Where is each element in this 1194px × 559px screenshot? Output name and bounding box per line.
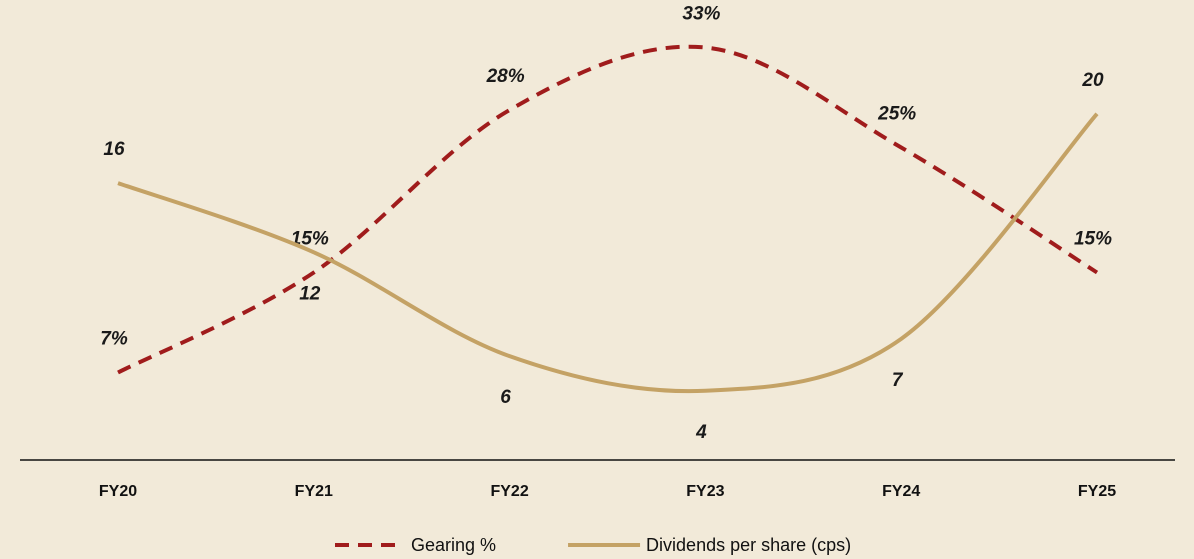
data-label: 28% bbox=[486, 66, 525, 87]
data-label: 20 bbox=[1081, 70, 1104, 91]
x-tick-label: FY23 bbox=[686, 483, 724, 500]
data-label: 12 bbox=[299, 283, 321, 304]
data-label: 25% bbox=[877, 104, 916, 125]
x-tick-label: FY25 bbox=[1078, 483, 1116, 500]
x-tick-label: FY21 bbox=[295, 483, 333, 500]
data-label: 15% bbox=[1074, 229, 1112, 250]
x-tick-label: FY24 bbox=[882, 483, 920, 500]
data-label: 4 bbox=[695, 422, 707, 443]
legend-label: Dividends per share (cps) bbox=[646, 535, 851, 555]
data-label: 16 bbox=[103, 139, 125, 160]
data-label: 7 bbox=[892, 370, 904, 391]
series-line bbox=[117, 112, 1099, 394]
data-label: 33% bbox=[682, 4, 720, 25]
x-tick-label: FY22 bbox=[490, 483, 528, 500]
series-line bbox=[117, 44, 1099, 375]
data-label: 7% bbox=[100, 329, 128, 350]
data-label: 6 bbox=[500, 387, 511, 408]
legend-label: Gearing % bbox=[411, 535, 496, 555]
data-label: 15% bbox=[291, 229, 329, 250]
x-tick-label: FY20 bbox=[99, 483, 137, 500]
